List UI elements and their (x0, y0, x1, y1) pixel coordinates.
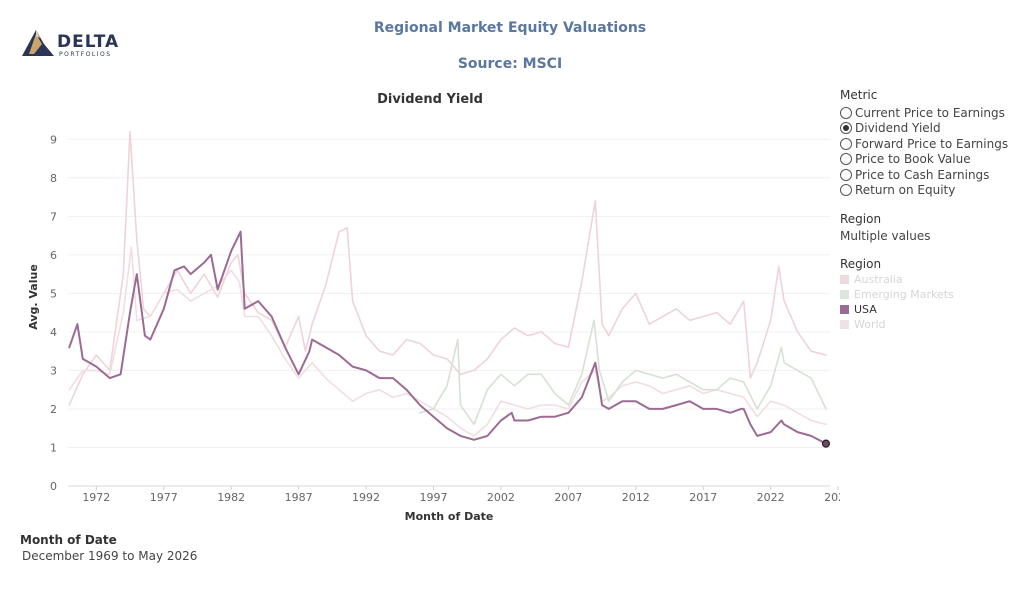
radio-icon[interactable] (840, 184, 852, 197)
x-tick-label: 1992 (352, 491, 380, 504)
series-lines (68, 130, 831, 448)
dashboard-title: Regional Market Equity Valuations (373, 20, 647, 36)
x-axis-label: Month of Date (405, 510, 494, 523)
x-tick-label: 2022 (757, 491, 785, 504)
legend-item[interactable]: USA (840, 302, 954, 317)
radio-icon[interactable] (840, 106, 852, 119)
x-tick-label: 1997 (419, 491, 447, 504)
y-tick-label: 8 (50, 172, 57, 185)
x-tick-label: 1977 (150, 491, 178, 504)
last-point-marker (821, 439, 831, 448)
metric-option-label: Return on Equity (855, 183, 956, 198)
legend-label: Emerging Markets (854, 288, 954, 301)
y-tick-label: 3 (50, 364, 57, 377)
legend-label: World (854, 318, 886, 331)
logo-name: DELTA (57, 32, 120, 52)
legend-swatch (840, 305, 849, 314)
y-tick-label: 0 (50, 480, 57, 493)
x-tick-label: 2007 (554, 491, 582, 504)
y-tick-label: 2 (50, 403, 57, 416)
x-tick-label: 2002 (487, 491, 515, 504)
x-axis-ticks: 1972 1977 1982 1987 1992 1997 2002 2007 2012 2017… (82, 486, 840, 504)
date-filter-heading: Month of Date (20, 533, 117, 547)
metric-options: Current Price to Earnings Dividend Yield F… (840, 105, 1008, 198)
series-line-australia (68, 130, 827, 406)
metric-option[interactable]: Price to Book Value (840, 152, 1008, 168)
metric-option-label: Forward Price to Earnings (855, 136, 1009, 151)
metric-heading: Metric (840, 88, 878, 102)
metric-option-label: Price to Cash Earnings (855, 167, 990, 182)
legend-items: Australia Emerging Markets USA World (840, 272, 954, 332)
legend-swatch (840, 320, 849, 329)
y-tick-label: 4 (50, 326, 57, 339)
source-label: Source: MSCI (457, 56, 563, 72)
metric-option-label: Dividend Yield (855, 121, 941, 136)
delta-logo: DELTA PORTFOLIOS (22, 26, 132, 60)
series-line-emerging-markets (419, 319, 827, 426)
y-tick-label: 7 (50, 210, 57, 223)
mountain-icon (22, 30, 54, 56)
x-tick-label: 2017 (689, 491, 717, 504)
x-tick-label: 1982 (217, 491, 245, 504)
metric-option-label: Price to Book Value (855, 152, 971, 167)
metric-option[interactable]: Dividend Yield (840, 121, 1008, 137)
radio-icon[interactable] (840, 137, 852, 150)
region-filter-heading: Region (840, 212, 882, 226)
metric-option[interactable]: Current Price to Earnings (840, 105, 1008, 121)
region-legend: Region Australia Emerging Markets USA World (840, 257, 954, 332)
region-legend-heading: Region (840, 257, 882, 271)
region-filter-value[interactable]: Multiple values (840, 229, 931, 243)
x-tick-label: 2012 (622, 491, 650, 504)
chart-title: Dividend Yield (377, 92, 483, 107)
metric-option[interactable]: Return on Equity (840, 183, 1008, 199)
date-filter-value[interactable]: December 1969 to May 2026 (22, 549, 198, 563)
y-axis-ticks: 0 1 2 3 4 5 6 7 8 9 (50, 133, 57, 493)
x-tick-label: 2027 (824, 491, 840, 504)
legend-label: Australia (854, 273, 903, 286)
legend-item[interactable]: World (840, 317, 954, 332)
legend-label: USA (854, 303, 877, 316)
x-tick-label: 1987 (285, 491, 313, 504)
y-tick-label: 9 (50, 133, 57, 146)
legend-item[interactable]: Australia (840, 272, 954, 287)
x-tick-label: 1972 (82, 491, 110, 504)
metric-option[interactable]: Forward Price to Earnings (840, 136, 1008, 152)
y-tick-label: 5 (50, 287, 57, 300)
y-tick-label: 6 (50, 249, 57, 262)
metric-filter: Metric Current Price to Earnings Dividend… (840, 88, 1008, 198)
series-line-world (68, 246, 827, 437)
y-axis-label: Avg. Value (27, 264, 40, 330)
series-line-usa (68, 230, 827, 445)
metric-option-label: Current Price to Earnings (855, 105, 1005, 120)
metric-option[interactable]: Price to Cash Earnings (840, 167, 1008, 183)
radio-selected-icon[interactable] (840, 122, 852, 135)
y-tick-label: 1 (50, 441, 57, 454)
radio-icon[interactable] (840, 153, 852, 166)
radio-icon[interactable] (840, 168, 852, 181)
region-filter: Region Multiple values (840, 212, 931, 243)
legend-swatch (840, 290, 849, 299)
legend-item[interactable]: Emerging Markets (840, 287, 954, 302)
legend-swatch (840, 275, 849, 284)
dividend-yield-chart: 0 1 2 3 4 5 6 7 8 9 1972 1977 1982 1987 1992 1997 2002 2… (27, 130, 840, 523)
logo-subtitle: PORTFOLIOS (59, 51, 112, 58)
